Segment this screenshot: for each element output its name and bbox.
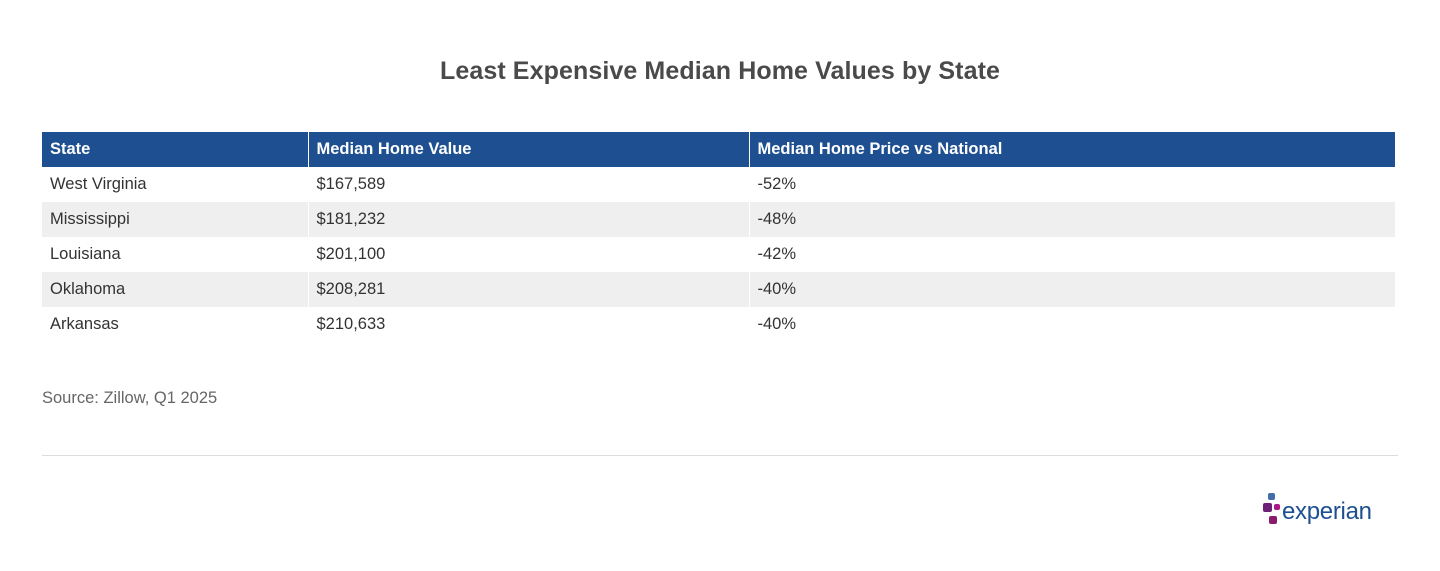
home-values-table: State Median Home Value Median Home Pric… (42, 132, 1395, 342)
chart-title: Least Expensive Median Home Values by St… (439, 57, 1001, 85)
column-header-state: State (42, 132, 309, 167)
logo-dot-purple (1263, 503, 1272, 512)
cell-state: Louisiana (42, 237, 309, 272)
cell-state: West Virginia (42, 167, 309, 202)
cell-state: Arkansas (42, 307, 309, 342)
experian-logo: experian (1262, 490, 1402, 536)
cell-price-vs-national: -40% (749, 272, 1395, 307)
table-row: Mississippi $181,232 -48% (42, 202, 1395, 237)
cell-median-home-value: $208,281 (308, 272, 750, 307)
table-header-row: State Median Home Value Median Home Pric… (42, 132, 1395, 167)
cell-price-vs-national: -52% (749, 167, 1395, 202)
logo-dot-plum (1269, 516, 1277, 524)
cell-median-home-value: $167,589 (308, 167, 750, 202)
cell-state: Mississippi (42, 202, 309, 237)
cell-median-home-value: $201,100 (308, 237, 750, 272)
column-header-price-vs-national: Median Home Price vs National (749, 132, 1395, 167)
table-row: Louisiana $201,100 -42% (42, 237, 1395, 272)
table-row: Arkansas $210,633 -40% (42, 307, 1395, 342)
divider (42, 455, 1398, 456)
column-header-median-home-value: Median Home Value (308, 132, 750, 167)
logo-dot-magenta (1274, 504, 1280, 510)
table-row: West Virginia $167,589 -52% (42, 167, 1395, 202)
logo-dot-blue (1268, 493, 1275, 500)
logo-wordmark: experian (1282, 498, 1372, 525)
cell-price-vs-national: -42% (749, 237, 1395, 272)
cell-price-vs-national: -48% (749, 202, 1395, 237)
source-note: Source: Zillow, Q1 2025 (42, 389, 218, 407)
table-row: Oklahoma $208,281 -40% (42, 272, 1395, 307)
cell-price-vs-national: -40% (749, 307, 1395, 342)
cell-median-home-value: $181,232 (308, 202, 750, 237)
cell-state: Oklahoma (42, 272, 309, 307)
cell-median-home-value: $210,633 (308, 307, 750, 342)
